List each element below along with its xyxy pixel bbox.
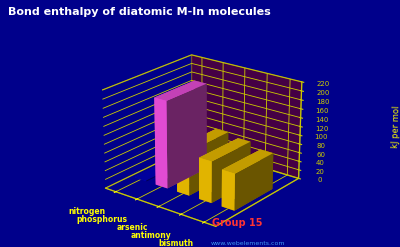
Text: Bond enthalpy of diatomic M-In molecules: Bond enthalpy of diatomic M-In molecules xyxy=(8,7,271,17)
Text: www.webelements.com: www.webelements.com xyxy=(211,241,285,246)
